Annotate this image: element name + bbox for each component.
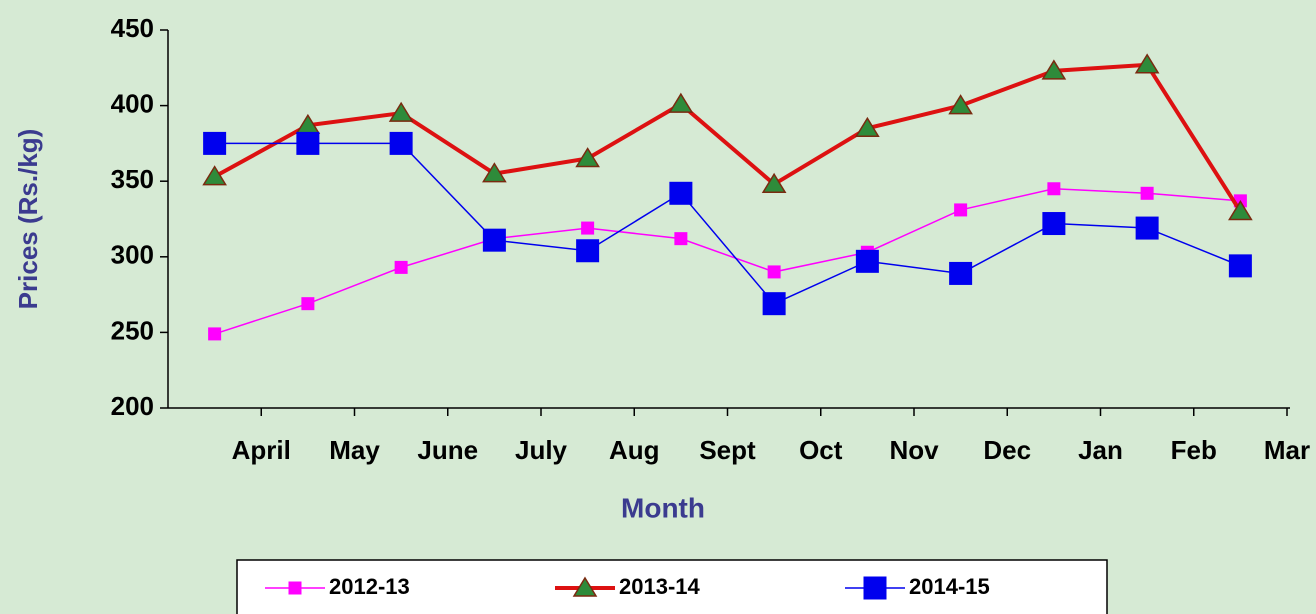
data-point: [394, 260, 408, 274]
x-tick-label: Dec: [983, 435, 1031, 465]
data-point: [1228, 254, 1252, 278]
data-point: [1228, 200, 1253, 221]
data-point: [203, 131, 227, 155]
data-point: [674, 232, 688, 246]
data-point: [482, 228, 506, 252]
data-point: [767, 265, 781, 279]
data-point: [954, 203, 968, 217]
y-tick-label: 350: [111, 164, 154, 194]
data-point: [301, 297, 315, 311]
data-point: [1041, 59, 1067, 80]
series-line: [214, 142, 1241, 305]
x-tick-label: Mar: [1264, 435, 1310, 465]
x-tick-label: Nov: [889, 435, 939, 465]
legend-label: 2013-14: [619, 574, 701, 599]
legend-box: [236, 559, 1108, 614]
series-line: [214, 188, 1241, 335]
y-tick-label: 200: [111, 391, 154, 421]
y-tick-label: 400: [111, 88, 154, 118]
data-point: [949, 261, 973, 285]
y-axis-title: Prices (Rs./kg): [13, 129, 43, 310]
x-tick-label: June: [417, 435, 478, 465]
legend-marker: [863, 576, 887, 600]
data-point: [762, 292, 786, 316]
data-point: [581, 221, 595, 235]
data-point: [389, 131, 413, 155]
x-tick-label: Sept: [699, 435, 756, 465]
y-tick-label: 450: [111, 13, 154, 43]
data-point: [575, 147, 600, 168]
x-axis-title: Month: [621, 492, 705, 523]
data-point: [1042, 212, 1066, 236]
data-point: [202, 165, 227, 186]
data-point: [296, 131, 320, 155]
series-line: [213, 62, 1243, 213]
x-tick-label: May: [329, 435, 380, 465]
data-point: [761, 172, 787, 193]
x-tick-label: Aug: [609, 435, 660, 465]
data-point: [855, 116, 880, 138]
x-tick-label: Oct: [799, 435, 843, 465]
data-point: [1140, 186, 1154, 200]
data-point: [1134, 53, 1160, 74]
data-point: [1135, 216, 1159, 240]
x-tick-label: Feb: [1171, 435, 1217, 465]
legend-label: 2012-13: [329, 574, 410, 599]
data-point: [669, 181, 693, 205]
y-tick-label: 300: [111, 240, 154, 270]
data-point: [482, 162, 507, 183]
x-tick-label: July: [515, 435, 568, 465]
y-tick-label: 250: [111, 315, 154, 345]
data-point: [948, 94, 973, 115]
data-point: [1047, 182, 1061, 196]
data-point: [668, 92, 694, 113]
legend-marker: [572, 576, 598, 597]
data-point: [855, 249, 879, 273]
x-tick-label: April: [232, 435, 291, 465]
data-point: [388, 101, 414, 122]
legend-label: 2014-15: [909, 574, 990, 599]
x-tick-label: Jan: [1078, 435, 1123, 465]
legend-marker: [288, 581, 302, 595]
data-point: [576, 239, 600, 263]
data-point: [208, 327, 222, 341]
